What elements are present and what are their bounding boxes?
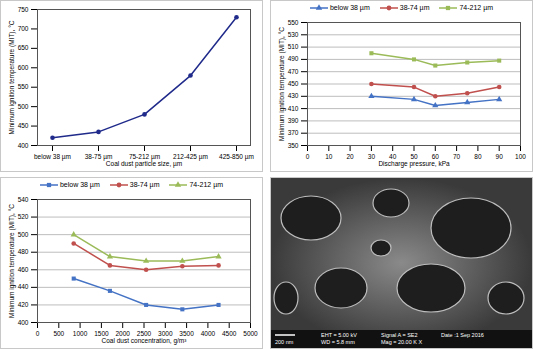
svg-text:Mag = 20.00 K X: Mag = 20.00 K X (381, 339, 422, 345)
svg-text:Minimum ignition temperature (: Minimum ignition temperature (MIT), °C (8, 20, 16, 134)
svg-text:50: 50 (410, 153, 418, 161)
svg-text:460: 460 (18, 266, 29, 273)
svg-text:540: 540 (18, 196, 29, 203)
svg-text:390: 390 (288, 117, 299, 124)
svg-text:750: 750 (18, 6, 29, 13)
svg-text:0: 0 (36, 330, 40, 337)
html-text:below 38 µm: below 38 µm (329, 4, 370, 11)
svg-text:212-425 µm: 212-425 µm (173, 153, 208, 161)
svg-text:530: 530 (288, 31, 299, 38)
svg-text:38-75 µm: 38-75 µm (84, 153, 113, 161)
svg-text:5000: 5000 (243, 330, 258, 337)
svg-text:Minimum ignition temperature (: Minimum ignition temperature (MIT), °C (8, 204, 16, 318)
svg-text:600: 600 (18, 64, 29, 71)
svg-text:Date :1 Sep 2016: Date :1 Sep 2016 (441, 332, 484, 338)
svg-text:Signal A = SE2: Signal A = SE2 (381, 332, 418, 338)
svg-text:200 nm: 200 nm (275, 339, 294, 345)
svg-text:440: 440 (18, 283, 29, 290)
svg-text:400: 400 (18, 142, 29, 149)
svg-text:490: 490 (288, 55, 299, 62)
svg-text:20: 20 (346, 153, 354, 160)
svg-text:425-850 µm: 425-850 µm (219, 153, 254, 161)
svg-text:430: 430 (288, 92, 299, 99)
svg-text:Discharge pressure, kPa: Discharge pressure, kPa (378, 160, 450, 168)
svg-text:500: 500 (18, 103, 29, 110)
svg-text:550: 550 (18, 83, 29, 90)
svg-text:480: 480 (18, 248, 29, 255)
svg-text:3000: 3000 (158, 330, 173, 338)
html-text:74-212 µm: 74-212 µm (189, 181, 224, 188)
svg-text:3500: 3500 (179, 330, 194, 338)
svg-text:EHT = 5.00 kV: EHT = 5.00 kV (321, 332, 357, 338)
svg-text:500: 500 (53, 330, 64, 337)
svg-text:90: 90 (496, 153, 504, 160)
html-text:74-212 µm: 74-212 µm (459, 4, 494, 11)
svg-text:below 38 µm: below 38 µm (34, 153, 71, 161)
svg-text:10: 10 (325, 153, 333, 160)
svg-text:520: 520 (18, 213, 29, 220)
svg-text:100: 100 (515, 153, 526, 160)
svg-text:30: 30 (368, 153, 376, 160)
svg-text:650: 650 (18, 44, 29, 51)
svg-text:WD = 5.8 mm: WD = 5.8 mm (321, 339, 355, 345)
svg-text:2000: 2000 (115, 330, 130, 338)
svg-text:420: 420 (18, 301, 29, 308)
svg-text:70: 70 (453, 153, 461, 160)
svg-text:370: 370 (288, 129, 299, 136)
svg-text:510: 510 (288, 43, 299, 50)
svg-text:450: 450 (288, 80, 299, 87)
svg-text:400: 400 (18, 319, 29, 326)
svg-text:40: 40 (389, 153, 397, 161)
svg-text:550: 550 (288, 19, 299, 26)
svg-text:2500: 2500 (136, 330, 152, 338)
svg-text:60: 60 (431, 153, 439, 161)
svg-text:4500: 4500 (222, 330, 237, 337)
svg-text:500: 500 (18, 231, 29, 238)
svg-text:80: 80 (474, 153, 482, 160)
svg-text:350: 350 (288, 142, 299, 149)
svg-text:470: 470 (288, 68, 299, 75)
svg-text:Coal dust particle size, µm: Coal dust particle size, µm (106, 160, 182, 168)
svg-text:4000: 4000 (201, 330, 216, 337)
svg-text:450: 450 (18, 122, 29, 129)
svg-text:1500: 1500 (94, 330, 109, 338)
svg-text:Minimum ignition temperature (: Minimum ignition temperature (MIT), °C (278, 27, 286, 141)
svg-text:410: 410 (288, 105, 299, 112)
svg-text:0: 0 (306, 153, 310, 160)
html-text:38-74 µm: 38-74 µm (399, 4, 430, 11)
svg-text:700: 700 (18, 25, 29, 32)
html-text:38-74 µm: 38-74 µm (129, 181, 160, 188)
svg-text:75-212 µm: 75-212 µm (128, 153, 161, 161)
svg-text:1000: 1000 (73, 330, 88, 337)
html-text:below 38 µm: below 38 µm (59, 181, 100, 188)
svg-text:Coal dust concentration, g/m³: Coal dust concentration, g/m³ (102, 337, 188, 345)
